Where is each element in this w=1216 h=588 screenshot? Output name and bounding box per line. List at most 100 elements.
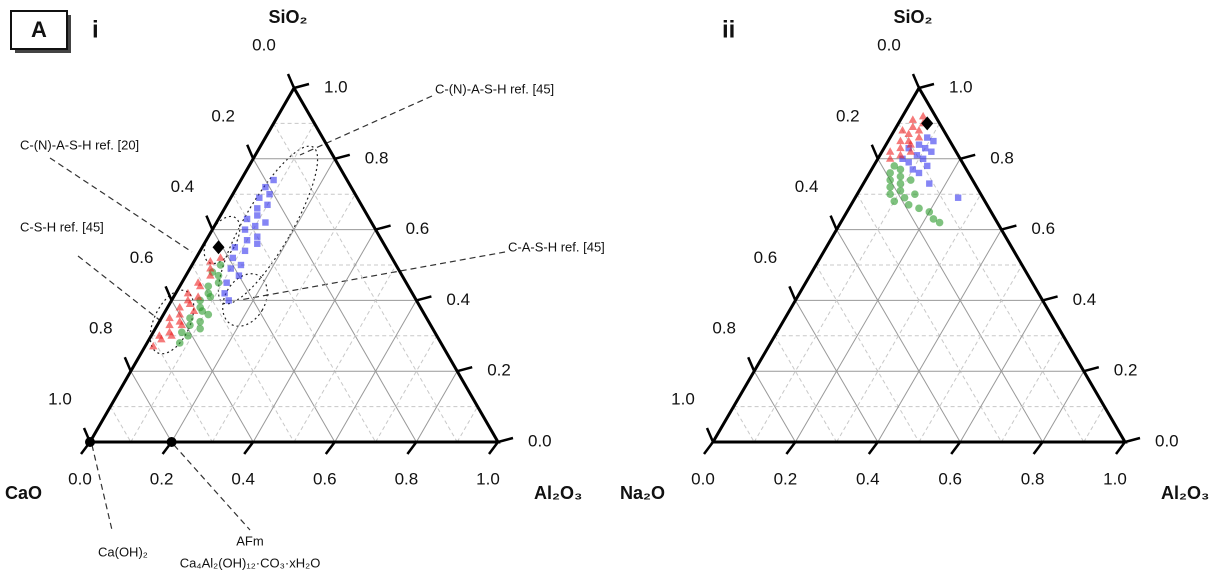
- point: [165, 320, 174, 329]
- tick: [911, 73, 921, 89]
- annotation: AFm: [236, 533, 263, 548]
- grid-line: [794, 158, 961, 443]
- tick: [243, 441, 255, 455]
- minor-grid-line: [211, 193, 356, 443]
- point: [915, 141, 923, 148]
- point: [206, 256, 215, 265]
- point: [225, 297, 232, 304]
- subplot-label: ii: [722, 16, 735, 43]
- bottom-tick-label: 0.4: [856, 469, 880, 488]
- point: [915, 204, 923, 213]
- point: [896, 186, 905, 195]
- right-tick-label: 0.2: [487, 361, 511, 380]
- minor-grid-line: [836, 193, 982, 443]
- bottom-tick-label: 0.0: [691, 469, 715, 488]
- point: [266, 191, 273, 198]
- point: [214, 278, 223, 287]
- right-tick-label: 1.0: [324, 77, 348, 96]
- point: [177, 320, 186, 329]
- point: [254, 233, 261, 240]
- bottom-tick-label: 0.6: [313, 469, 337, 488]
- grid-line: [130, 370, 173, 443]
- minor-grid-line: [1000, 335, 1064, 443]
- tick: [164, 285, 173, 301]
- minor-grid-line: [1083, 406, 1105, 443]
- minor-grid-line: [753, 123, 941, 443]
- right-tick-label: 0.8: [990, 148, 1014, 167]
- point: [911, 190, 919, 198]
- minor-grid-line: [856, 193, 1002, 443]
- minor-grid-line: [375, 335, 438, 443]
- point: [262, 219, 269, 226]
- point: [243, 215, 251, 223]
- point: [235, 272, 243, 279]
- point: [896, 172, 905, 181]
- bottom-tick-label: 0.2: [774, 469, 798, 488]
- left-tick-label: 0.6: [754, 248, 778, 267]
- point: [175, 302, 184, 311]
- point: [227, 265, 234, 272]
- left-tick-label: 0.0: [252, 35, 276, 54]
- point: [890, 162, 899, 170]
- point: [193, 278, 203, 286]
- point: [886, 190, 894, 198]
- point: [262, 183, 269, 191]
- point: [155, 331, 164, 339]
- tick: [870, 144, 879, 160]
- tick: [123, 356, 132, 372]
- point: [914, 133, 924, 141]
- point: [175, 310, 184, 318]
- annotation: C-S-H ref. [45]: [20, 219, 104, 234]
- right-tick-label: 0.0: [528, 431, 552, 450]
- point: [178, 328, 186, 337]
- point: [921, 144, 929, 152]
- panel-box: [10, 10, 68, 50]
- point: [913, 152, 921, 159]
- point: [175, 339, 184, 347]
- grid-line: [334, 300, 417, 443]
- annotation: Ca(OH)₂: [98, 544, 148, 559]
- point: [229, 254, 236, 262]
- minor-grid-line: [774, 335, 838, 443]
- point: [929, 215, 938, 223]
- point: [264, 201, 271, 209]
- point: [896, 143, 905, 152]
- bottom-tick-label: 0.8: [1021, 469, 1045, 488]
- annotation: C-(N)-A-S-H ref. [20]: [20, 137, 139, 152]
- point: [216, 261, 225, 269]
- point: [167, 331, 176, 339]
- left-tick-label: 0.0: [877, 35, 901, 54]
- point: [85, 437, 95, 447]
- triangle-frame: [710, 85, 1128, 444]
- tick: [829, 215, 838, 231]
- bottom-tick-label: 0.4: [231, 469, 255, 488]
- tick: [286, 73, 296, 89]
- point: [896, 150, 905, 159]
- bottom-tick-label: 0.6: [938, 469, 962, 488]
- tick: [1115, 441, 1126, 455]
- tick: [1001, 224, 1017, 231]
- point: [254, 240, 261, 247]
- point: [928, 148, 935, 155]
- point: [206, 264, 215, 272]
- left-tick-label: 0.2: [836, 106, 860, 125]
- subplot-label: i: [92, 16, 99, 43]
- minor-grid-line: [918, 264, 1023, 443]
- point: [254, 212, 261, 219]
- point: [935, 218, 944, 227]
- bottom-tick-label: 1.0: [1103, 469, 1127, 488]
- point: [196, 317, 204, 326]
- tick: [205, 215, 214, 231]
- tick: [1032, 441, 1044, 455]
- tick: [959, 153, 976, 161]
- right-tick-label: 0.2: [1114, 361, 1138, 380]
- point: [189, 306, 199, 315]
- tick: [497, 436, 514, 444]
- apex-label: SiO₂: [893, 7, 932, 27]
- point: [166, 437, 177, 447]
- grid-line: [959, 300, 1044, 443]
- point: [896, 136, 905, 145]
- point: [183, 288, 193, 297]
- tick: [705, 427, 715, 443]
